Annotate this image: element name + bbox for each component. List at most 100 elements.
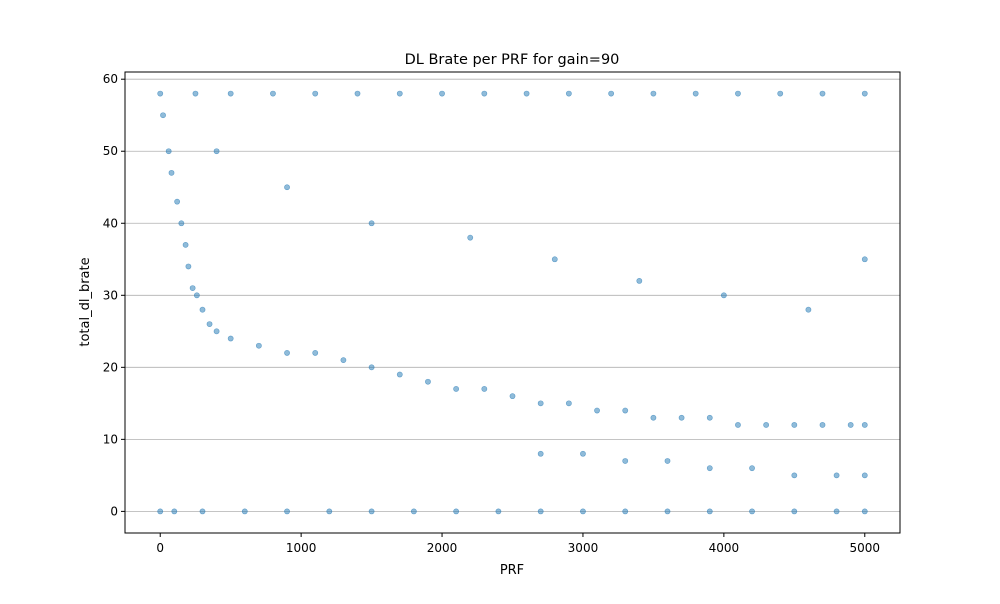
data-point [664,508,671,515]
data-point [833,508,840,515]
data-point [396,90,403,97]
data-point [706,414,713,421]
data-point [565,90,572,97]
data-point [735,422,741,428]
data-point [439,90,445,97]
data-point [185,263,192,270]
data-point [284,184,290,191]
y-tick-label: 30 [103,288,118,302]
data-point [192,90,199,97]
data-point [861,422,868,428]
data-point [255,342,262,349]
data-point [284,350,290,356]
chart-title: DL Brate per PRF for gain=90 [405,52,620,68]
data-point [537,508,544,515]
data-point [594,407,600,414]
data-point [206,321,213,328]
data-point [157,508,164,515]
data-point [763,422,770,428]
data-point [636,277,643,284]
data-point [580,508,586,515]
data-point [861,508,868,515]
data-point [749,508,755,515]
data-point [847,422,854,428]
data-point [368,220,375,227]
x-tick-label: 0 [156,541,164,555]
data-point [622,508,629,515]
data-point [791,508,798,515]
data-point [213,148,220,155]
y-tick-label: 10 [103,432,118,446]
data-point [650,414,657,421]
data-point [340,357,347,364]
x-axis-label: PRF [500,563,524,578]
data-point [861,256,868,263]
y-tick-label: 50 [103,144,118,158]
data-point [467,234,474,241]
data-point [777,90,784,97]
data-point [495,508,502,515]
data-point [509,393,516,400]
data-point [270,90,276,97]
data-point [551,256,558,263]
x-tick-label: 1000 [286,541,317,555]
data-point [735,90,741,97]
y-axis-ticks: 0 10 20 30 40 50 60 [103,72,125,518]
data-point [312,90,319,97]
data-point [410,508,417,515]
data-point [678,414,685,421]
data-point [213,328,220,335]
data-point [692,90,699,97]
data-point [165,148,172,155]
data-point [791,422,798,428]
data-point [284,508,290,515]
data-point [312,350,319,356]
data-point [368,508,375,515]
data-point [453,386,460,392]
y-axis-label: total_dl_brate [78,257,93,346]
data-point [481,386,488,392]
data-point [537,450,544,457]
data-point [227,335,234,342]
data-point [622,407,629,414]
data-point [199,508,206,515]
data-point [791,472,798,479]
y-tick-label: 0 [110,504,118,518]
data-point [481,90,488,97]
data-point [171,508,178,515]
data-point [664,458,671,464]
data-point [565,400,572,407]
data-point [453,508,460,515]
data-point [537,400,544,407]
plot-frame [124,71,901,534]
x-tick-label: 5000 [849,541,880,555]
data-point [396,371,403,378]
data-point [608,90,615,97]
data-point [368,364,375,371]
data-point [622,458,629,464]
data-points [157,90,868,515]
x-axis-ticks: 0 1000 2000 3000 4000 5000 [156,533,880,555]
x-tick-label: 3000 [568,541,599,555]
data-point [805,306,812,313]
data-point [326,508,333,515]
data-point [861,90,868,97]
data-point [749,465,755,472]
data-point [199,306,206,313]
data-point [833,472,840,479]
data-point [819,422,826,428]
data-point [178,220,185,227]
data-point [241,508,248,515]
data-point [580,450,586,457]
data-point [425,378,431,385]
data-point [157,90,164,97]
data-point [193,292,200,299]
data-point [819,90,826,97]
data-point [160,112,166,119]
gridlines [125,78,900,512]
data-point [650,90,657,97]
data-point [189,285,196,291]
y-tick-label: 20 [103,360,118,374]
